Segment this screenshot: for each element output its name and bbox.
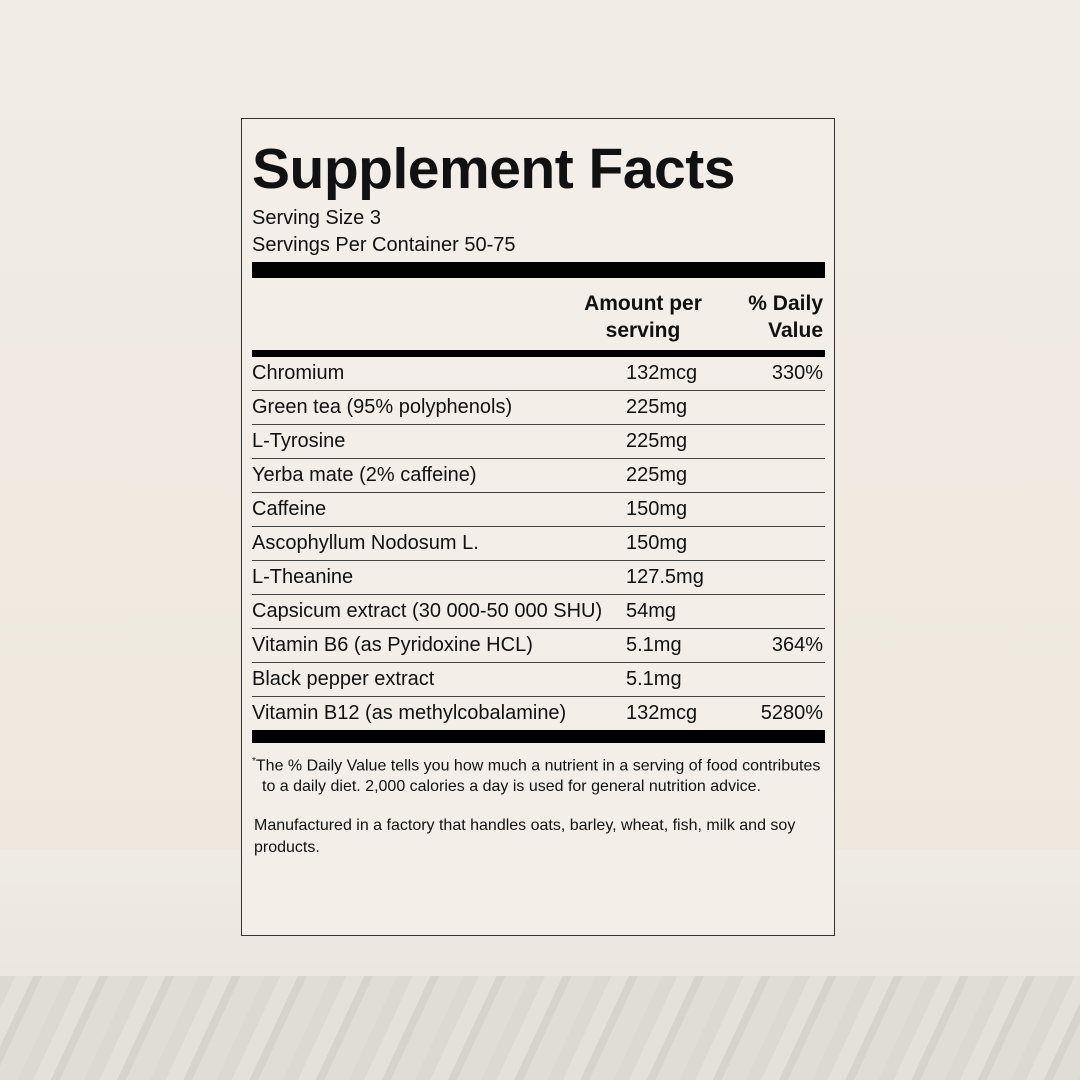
medium-divider	[252, 350, 825, 357]
nutrient-name: Capsicum extract (30 000-50 000 SHU)	[252, 600, 603, 622]
nutrient-name: Vitamin B6 (as Pyridoxine HCL)	[252, 634, 533, 656]
header-daily-value: % Daily Value	[748, 292, 823, 342]
nutrient-amount: 225mg	[626, 396, 688, 418]
nutrient-amount: 225mg	[626, 430, 688, 452]
footnote-text: The % Daily Value tells you how much a n…	[255, 757, 821, 796]
nutrient-amount: 132mcg	[626, 702, 698, 724]
nutrient-amount: 5.1mg	[626, 668, 682, 690]
nutrient-amount: 127.5mg	[626, 566, 704, 588]
nutrient-name: Ascophyllum Nodosum L.	[252, 532, 479, 554]
nutrient-table: Chromium 132mcg 330% Green tea (95% polyphe…	[252, 357, 825, 730]
nutrient-amount: 150mg	[626, 498, 688, 520]
servings-per-container: Servings Per Container 50-75	[252, 234, 516, 256]
table-row: L-Theanine 127.5mg	[252, 561, 825, 595]
nutrient-amount: 5.1mg	[626, 634, 682, 656]
supplement-facts-label: Supplement Facts Serving Size 3 Servings…	[241, 118, 835, 936]
nutrient-daily-value	[746, 598, 825, 625]
column-headers: Amount per serving % Daily Value	[252, 278, 825, 350]
nutrient-name: Yerba mate (2% caffeine)	[252, 464, 477, 486]
nutrient-name: L-Tyrosine	[252, 430, 346, 452]
table-row: Black pepper extract 5.1mg	[252, 663, 825, 697]
nutrient-daily-value	[746, 666, 825, 693]
table-row: Yerba mate (2% caffeine) 225mg	[252, 459, 825, 493]
nutrient-daily-value: 5280%	[760, 702, 823, 724]
serving-size: Serving Size 3	[252, 207, 381, 229]
thick-divider	[252, 262, 825, 278]
table-row: Vitamin B12 (as methylcobalamine) 132mcg 5…	[252, 697, 825, 730]
nutrient-name: Black pepper extract	[252, 668, 435, 690]
table-row: L-Tyrosine 225mg	[252, 425, 825, 459]
header-amount: Amount per serving	[584, 292, 702, 342]
footnote: *The % Daily Value tells you how much a …	[252, 751, 825, 797]
table-row: Green tea (95% polyphenols) 225mg	[252, 391, 825, 425]
nutrient-daily-value	[746, 462, 825, 489]
nutrient-daily-value	[746, 394, 825, 421]
nutrient-daily-value: 330%	[771, 362, 823, 384]
nutrient-daily-value: 364%	[771, 634, 823, 656]
nutrient-daily-value	[746, 564, 825, 591]
nutrient-name: Caffeine	[252, 498, 327, 520]
nutrient-daily-value	[746, 530, 825, 557]
nutrient-name: Vitamin B12 (as methylcobalamine)	[252, 702, 567, 724]
manufacturing-note: Manufactured in a factory that handles o…	[254, 817, 796, 857]
thick-divider-bottom	[252, 730, 825, 743]
footnote-mark: *	[252, 756, 256, 767]
label-title: Supplement Facts	[252, 137, 735, 201]
marble-table-front	[0, 976, 1080, 1080]
table-row: Caffeine 150mg	[252, 493, 825, 527]
table-row: Capsicum extract (30 000-50 000 SHU) 54mg	[252, 595, 825, 629]
nutrient-name: Green tea (95% polyphenols)	[252, 396, 513, 418]
table-row: Vitamin B6 (as Pyridoxine HCL) 5.1mg 364%	[252, 629, 825, 663]
table-row: Ascophyllum Nodosum L. 150mg	[252, 527, 825, 561]
nutrient-amount: 132mcg	[626, 362, 698, 384]
nutrient-amount: 225mg	[626, 464, 688, 486]
nutrient-name: Chromium	[252, 362, 345, 384]
table-row: Chromium 132mcg 330%	[252, 357, 825, 391]
nutrient-amount: 150mg	[626, 532, 688, 554]
nutrient-name: L-Theanine	[252, 566, 354, 588]
nutrient-daily-value	[746, 428, 825, 455]
nutrient-daily-value	[746, 496, 825, 523]
nutrient-amount: 54mg	[626, 600, 677, 622]
